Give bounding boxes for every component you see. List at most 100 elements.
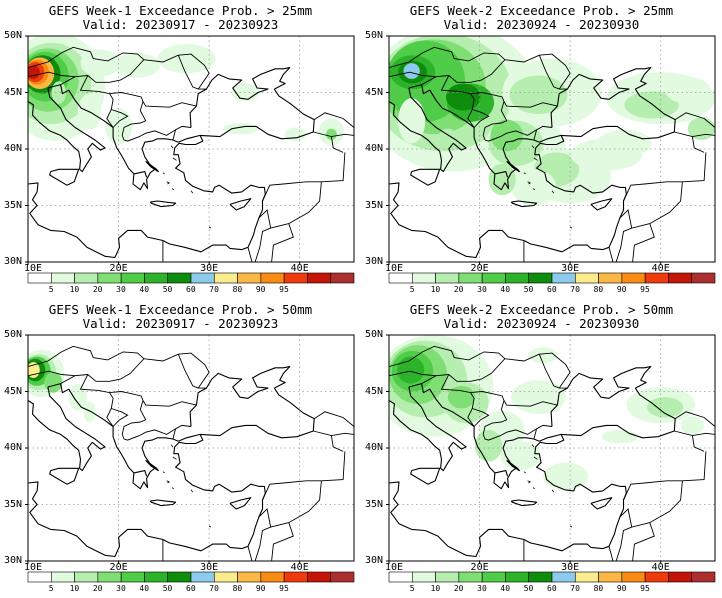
lon-tick-label: 40E <box>651 263 670 274</box>
probability-area <box>680 416 705 435</box>
panel-week1-50mm: GEFS Week-1 Exceedance Prob. > 50mm Vali… <box>0 299 361 598</box>
lat-tick-label: 35N <box>4 199 23 211</box>
lat-tick-label: 50N <box>4 329 23 340</box>
colorbar-swatch <box>528 272 553 284</box>
lat-tick-label: 45N <box>4 385 23 397</box>
probability-area <box>597 129 652 157</box>
colorbar-label: 20 <box>92 584 103 593</box>
colorbar-swatch <box>237 571 262 583</box>
colorbar-swatch <box>190 571 215 583</box>
colorbar-label: 20 <box>453 584 464 593</box>
probability-area <box>28 65 40 79</box>
colorbar-label: 60 <box>547 584 557 593</box>
colorbar-swatch <box>644 272 669 284</box>
probability-area <box>436 128 459 152</box>
colorbar-swatch <box>167 571 192 583</box>
lat-tick-label: 40N <box>4 442 23 453</box>
lat-tick-label: 35N <box>365 498 384 510</box>
colorbar-swatch <box>74 571 99 583</box>
colorbar-swatch <box>144 272 169 284</box>
colorbar-label: 10 <box>69 584 80 593</box>
probability-area <box>511 380 566 415</box>
lon-tick-label: 30E <box>200 263 219 274</box>
colorbar-label: 20 <box>453 285 464 294</box>
probability-area <box>446 83 481 111</box>
colorbar-label: 70 <box>570 285 580 294</box>
colorbar-swatch <box>668 272 693 284</box>
panel-valid-dates: Valid: 20230917 - 20230923 <box>82 17 279 32</box>
map-svg <box>386 334 716 583</box>
colorbar-swatch <box>435 571 460 583</box>
lat-tick-label: 45N <box>365 385 384 397</box>
lat-tick-label: 40N <box>365 143 384 154</box>
colorbar-swatch <box>551 571 576 583</box>
colorbar-swatch <box>144 571 169 583</box>
panel-title: GEFS Week-2 Exceedance Prob. > 25mm <box>409 3 674 18</box>
colorbar-swatch <box>388 571 413 583</box>
colorbar-swatch <box>97 571 122 583</box>
lon-tick-label: 30E <box>200 562 219 573</box>
probability-area <box>44 372 63 393</box>
lat-tick-label: 30N <box>4 555 23 566</box>
colorbar-swatch <box>97 272 122 284</box>
panel-valid-dates: Valid: 20230917 - 20230923 <box>82 316 279 331</box>
colorbar-swatch <box>435 272 460 284</box>
panel-valid-dates: Valid: 20230924 - 20230930 <box>443 316 640 331</box>
lat-tick-label: 50N <box>365 329 384 340</box>
colorbar-label: 30 <box>116 285 126 294</box>
colorbar-swatch <box>505 272 530 284</box>
probability-area <box>68 383 87 411</box>
probability-area <box>157 43 216 74</box>
colorbar-swatch <box>237 272 262 284</box>
panel-title: GEFS Week-1 Exceedance Prob. > 50mm <box>48 302 313 317</box>
colorbar-label: 20 <box>92 285 103 294</box>
colorbar <box>27 272 355 284</box>
colorbar-swatch <box>574 571 599 583</box>
lat-tick-label: 30N <box>365 555 384 566</box>
colorbar-label: 40 <box>500 584 511 593</box>
map-grid <box>28 335 354 561</box>
colorbar-swatch <box>190 272 215 284</box>
map-grid <box>389 36 715 262</box>
colorbar-swatch <box>598 571 623 583</box>
probability-area <box>511 169 557 206</box>
probability-area <box>447 385 476 409</box>
lon-tick-label: 40E <box>651 562 670 573</box>
probability-area <box>80 49 121 77</box>
probability-area <box>398 98 426 144</box>
colorbar-label: 90 <box>255 285 266 294</box>
colorbar-label: 90 <box>255 584 266 593</box>
colorbar-label: 95 <box>279 584 289 593</box>
probability-area <box>488 163 516 196</box>
colorbar <box>388 272 716 284</box>
colorbar-label: 70 <box>209 285 219 294</box>
colorbar <box>388 571 716 583</box>
colorbar-label: 70 <box>209 584 219 593</box>
colorbar-swatch <box>213 571 238 583</box>
colorbar-swatch <box>551 272 576 284</box>
lat-tick-label: 35N <box>365 199 384 211</box>
colorbar-swatch <box>458 571 483 583</box>
lon-tick-label: 20E <box>109 263 128 274</box>
country-borders <box>389 345 715 561</box>
probability-area <box>51 81 67 104</box>
colorbar-swatch <box>120 272 145 284</box>
colorbar-label: 40 <box>139 584 150 593</box>
colorbar-label: 5 <box>409 584 415 593</box>
probability-area <box>624 91 679 119</box>
probability-area <box>397 356 425 384</box>
probability-area <box>490 119 524 152</box>
lon-tick-label: 20E <box>109 562 128 573</box>
colorbar-label: 50 <box>523 285 534 294</box>
lat-tick-label: 45N <box>365 86 384 98</box>
colorbar-label: 80 <box>232 584 243 593</box>
colorbar-label: 40 <box>139 285 150 294</box>
probability-area <box>665 76 711 104</box>
probability-area <box>403 63 420 79</box>
lat-tick-label: 30N <box>365 256 384 267</box>
lat-tick-label: 40N <box>365 442 384 453</box>
colorbar-swatch <box>481 571 506 583</box>
colorbar-swatch <box>388 272 413 284</box>
colorbar-label: 90 <box>616 285 627 294</box>
colorbar-swatch <box>411 272 436 284</box>
